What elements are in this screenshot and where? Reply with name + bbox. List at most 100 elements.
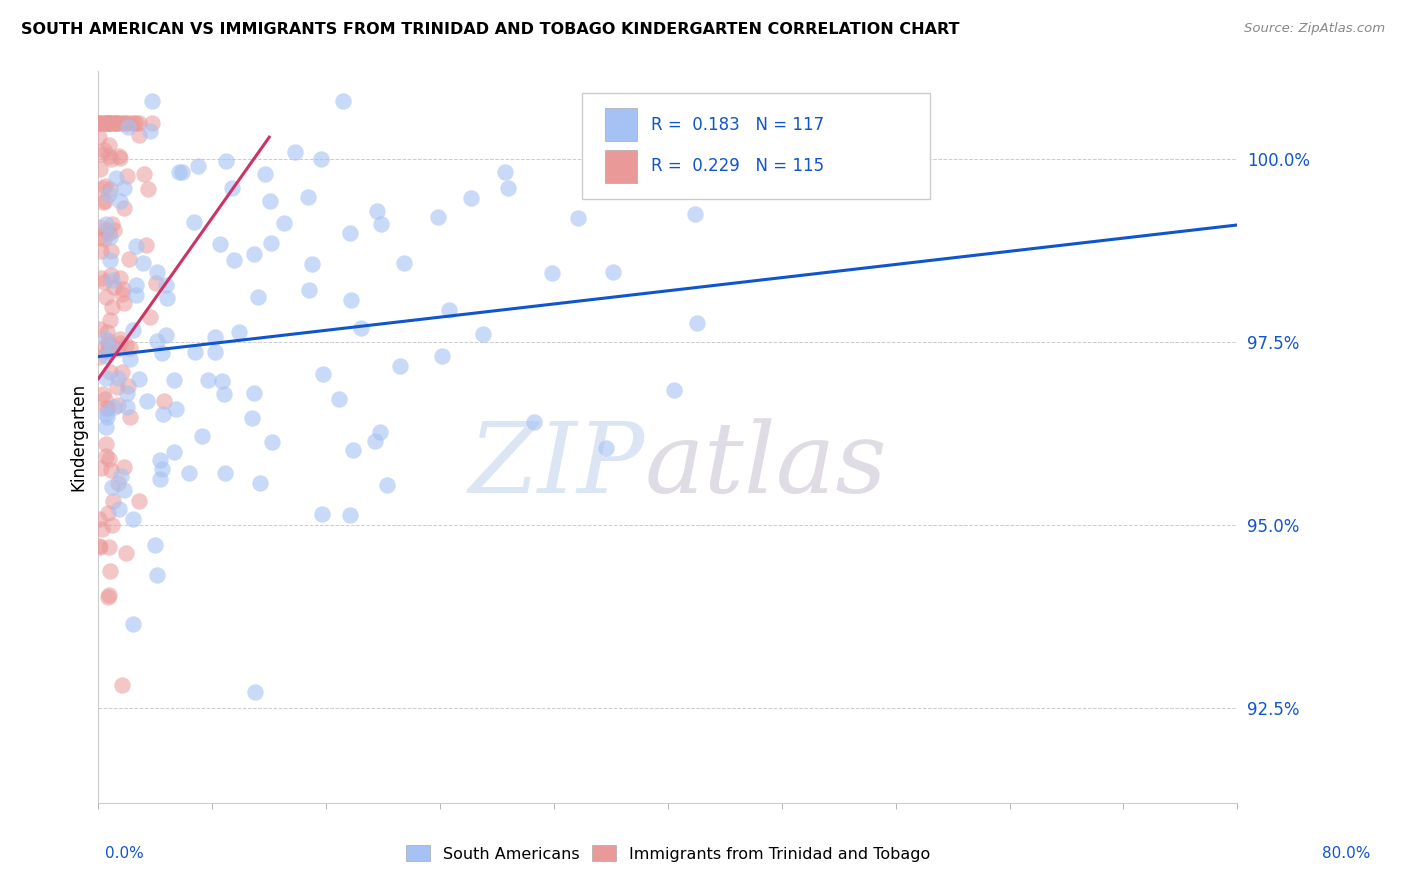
Point [108,501,131,516]
Point [339,226,361,240]
Point [186,159,208,173]
Point [94,115,117,129]
Point [138,124,160,138]
Point [93,341,115,355]
Text: SOUTH AMERICAN VS IMMIGRANTS FROM TRINIDAD AND TOBAGO KINDERGARTEN CORRELATION C: SOUTH AMERICAN VS IMMIGRANTS FROM TRINID… [21,22,959,37]
Point [128,493,150,508]
Point [145,276,167,290]
Point [243,246,266,260]
Point [350,320,373,334]
Point [339,508,361,522]
Point [97,115,120,129]
Point [91,115,114,129]
Point [90,244,112,258]
Point [98,148,121,162]
FancyBboxPatch shape [582,94,929,200]
Point [94,401,117,415]
Point [472,326,495,341]
Text: ZIP: ZIP [468,418,645,514]
Point [494,165,516,179]
Point [94,290,117,304]
Point [370,425,392,440]
Point [104,115,127,129]
Point [112,483,135,497]
Point [91,181,114,195]
Point [120,115,142,129]
Point [567,211,589,226]
Point [138,310,160,324]
Point [96,325,118,339]
Point [686,316,709,330]
Point [93,115,115,129]
Point [273,216,295,230]
FancyBboxPatch shape [605,108,637,141]
Point [312,367,335,381]
Legend: South Americans, Immigrants from Trinidad and Tobago: South Americans, Immigrants from Trinida… [399,838,936,868]
Point [150,461,173,475]
Point [146,568,169,582]
Point [100,217,122,231]
Point [165,402,187,417]
Point [100,272,122,286]
Point [89,115,111,129]
Point [91,195,114,210]
Point [97,591,120,605]
Point [595,441,617,455]
Point [90,147,112,161]
Point [146,265,169,279]
Point [98,115,121,129]
Point [98,564,121,578]
Point [222,252,245,267]
Point [103,115,125,129]
Point [96,506,118,520]
Point [156,291,179,305]
Point [94,349,117,363]
Point [332,94,354,108]
Point [89,219,111,234]
Point [94,392,117,406]
Point [460,191,482,205]
Point [89,322,111,336]
Point [430,349,453,363]
Point [228,325,250,339]
Point [112,282,135,296]
Point [155,327,177,342]
Text: R =  0.183   N = 117: R = 0.183 N = 117 [651,116,824,134]
Point [366,204,388,219]
Point [90,523,112,537]
Point [110,677,132,691]
Point [105,380,128,394]
Point [103,280,125,294]
Point [97,337,120,351]
Point [245,684,267,698]
Point [98,253,121,268]
Point [96,437,118,451]
Point [828,99,851,113]
Point [115,115,138,129]
Point [128,128,150,143]
Point [97,343,120,358]
Point [105,115,128,129]
Point [143,538,166,552]
Point [89,115,111,129]
Point [114,546,136,560]
Point [149,453,172,467]
Point [211,374,233,388]
Point [94,332,117,346]
Text: R =  0.229   N = 115: R = 0.229 N = 115 [651,158,824,176]
Point [311,507,333,521]
Point [122,512,145,526]
Point [155,277,177,292]
Text: Source: ZipAtlas.com: Source: ZipAtlas.com [1244,22,1385,36]
Point [214,466,236,480]
Point [115,169,138,184]
Point [100,463,122,477]
Point [101,300,124,314]
Point [97,401,120,415]
Point [89,350,111,364]
Point [243,386,266,401]
Point [103,401,125,415]
Point [93,178,115,193]
Point [97,115,120,129]
Point [98,138,121,153]
